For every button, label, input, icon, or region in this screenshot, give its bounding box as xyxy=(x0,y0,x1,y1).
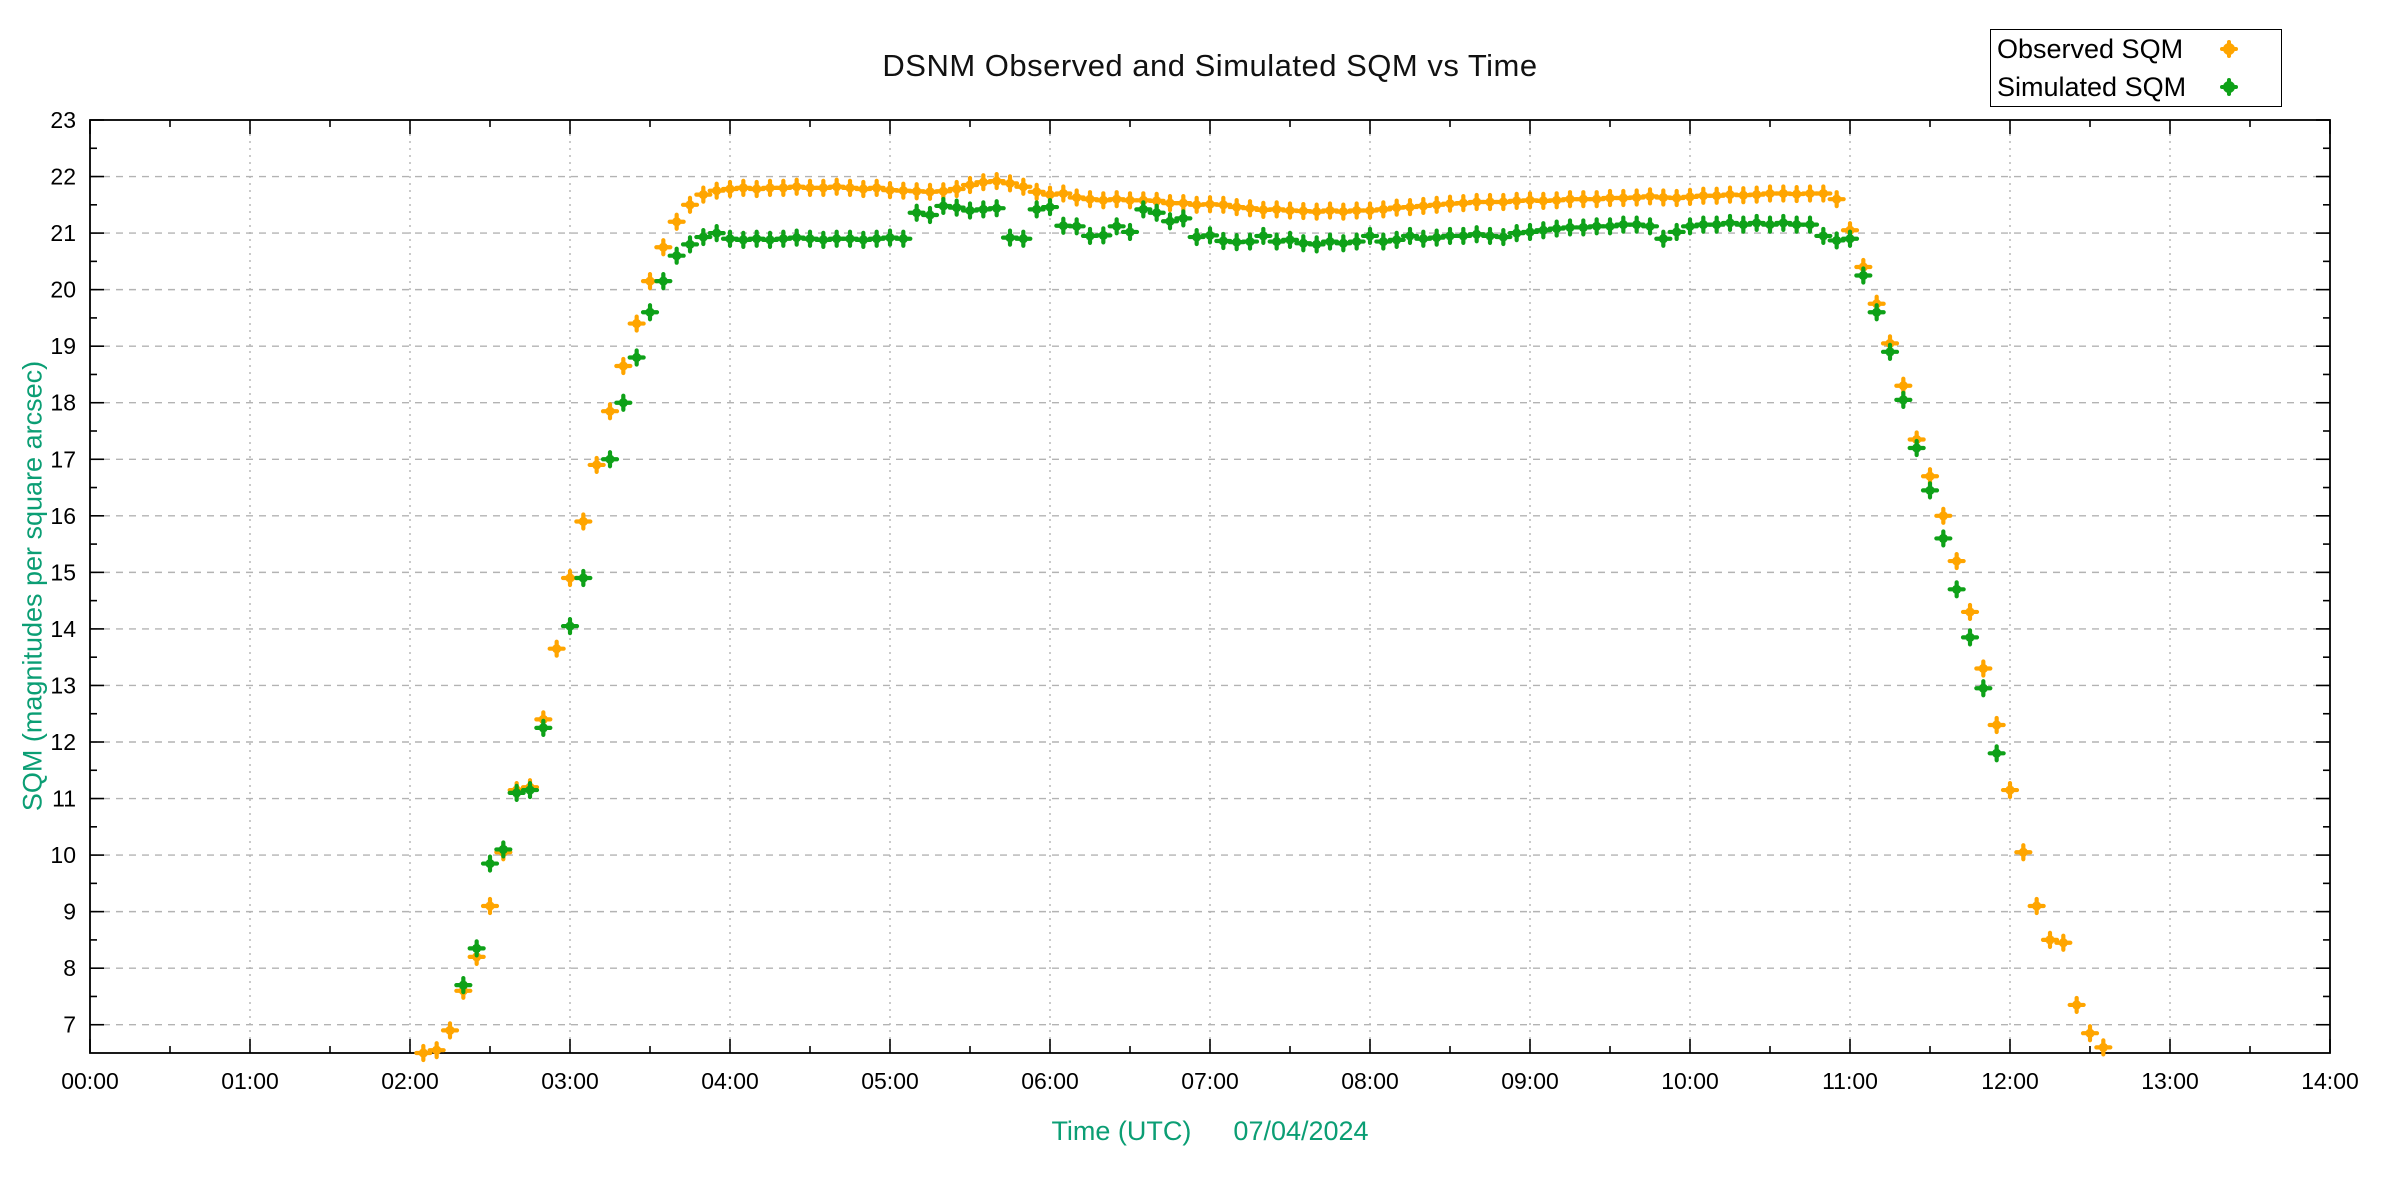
svg-text:16: 16 xyxy=(50,503,76,529)
svg-text:01:00: 01:00 xyxy=(221,1068,279,1094)
y-axis-title: SQM (magnitudes per square arcsec) xyxy=(17,360,48,812)
svg-text:10: 10 xyxy=(50,842,76,868)
gridlines xyxy=(90,120,2330,1053)
legend-label-simulated: Simulated SQM xyxy=(1997,71,2187,102)
svg-text:15: 15 xyxy=(50,559,76,585)
x-axis-title: Time (UTC) 07/04/2024 xyxy=(90,1116,2330,1147)
svg-text:9: 9 xyxy=(63,899,76,925)
x-tick-labels: 00:00 01:00 02:00 03:00 04:00 05:00 06:00 07:00… xyxy=(61,1068,2359,1094)
svg-text:14:00: 14:00 xyxy=(2301,1068,2359,1094)
series-points-observed xyxy=(414,171,2113,1063)
svg-text:11: 11 xyxy=(52,786,76,812)
svg-text:07:00: 07:00 xyxy=(1181,1068,1239,1094)
svg-text:14: 14 xyxy=(50,616,76,642)
legend-item-observed: Observed SQM xyxy=(1991,30,2281,68)
svg-text:10:00: 10:00 xyxy=(1661,1068,1719,1094)
svg-text:22: 22 xyxy=(50,164,76,190)
x-axis-title-label: Time (UTC) xyxy=(1051,1116,1192,1146)
x-axis-date-label: 07/04/2024 xyxy=(1233,1116,1369,1146)
svg-text:7: 7 xyxy=(63,1012,76,1038)
legend-item-simulated: Simulated SQM xyxy=(1991,68,2281,106)
svg-text:8: 8 xyxy=(63,955,76,981)
svg-text:19: 19 xyxy=(50,333,76,359)
svg-text:09:00: 09:00 xyxy=(1501,1068,1559,1094)
svg-text:02:00: 02:00 xyxy=(381,1068,439,1094)
svg-text:11:00: 11:00 xyxy=(1822,1068,1878,1094)
svg-text:03:00: 03:00 xyxy=(541,1068,599,1094)
plot-frame xyxy=(89,119,2331,1054)
svg-text:13:00: 13:00 xyxy=(2141,1068,2199,1094)
svg-text:08:00: 08:00 xyxy=(1341,1068,1399,1094)
svg-text:17: 17 xyxy=(50,446,76,472)
chart-title: DSNM Observed and Simulated SQM vs Time xyxy=(882,48,1538,83)
series-points-simulated xyxy=(454,196,2006,995)
svg-text:05:00: 05:00 xyxy=(861,1068,919,1094)
svg-text:20: 20 xyxy=(50,277,76,303)
svg-text:12:00: 12:00 xyxy=(1981,1068,2039,1094)
legend: Observed SQM Simulated SQM xyxy=(1990,29,2282,107)
svg-text:06:00: 06:00 xyxy=(1021,1068,1079,1094)
svg-text:23: 23 xyxy=(50,107,76,133)
legend-label-observed: Observed SQM xyxy=(1997,33,2184,64)
svg-text:13: 13 xyxy=(50,672,76,698)
svg-text:12: 12 xyxy=(50,729,76,755)
axis-ticks xyxy=(89,119,2331,1053)
svg-text:21: 21 xyxy=(50,220,76,246)
simulated-point-swatch xyxy=(2220,78,2238,96)
svg-text:00:00: 00:00 xyxy=(61,1068,119,1094)
observed-point-swatch xyxy=(2220,40,2238,58)
y-tick-labels: 7 8 9 10 11 12 13 14 15 16 17 18 19 20 21 22 23 xyxy=(50,107,76,1038)
svg-text:18: 18 xyxy=(50,390,76,416)
svg-text:04:00: 04:00 xyxy=(701,1068,759,1094)
